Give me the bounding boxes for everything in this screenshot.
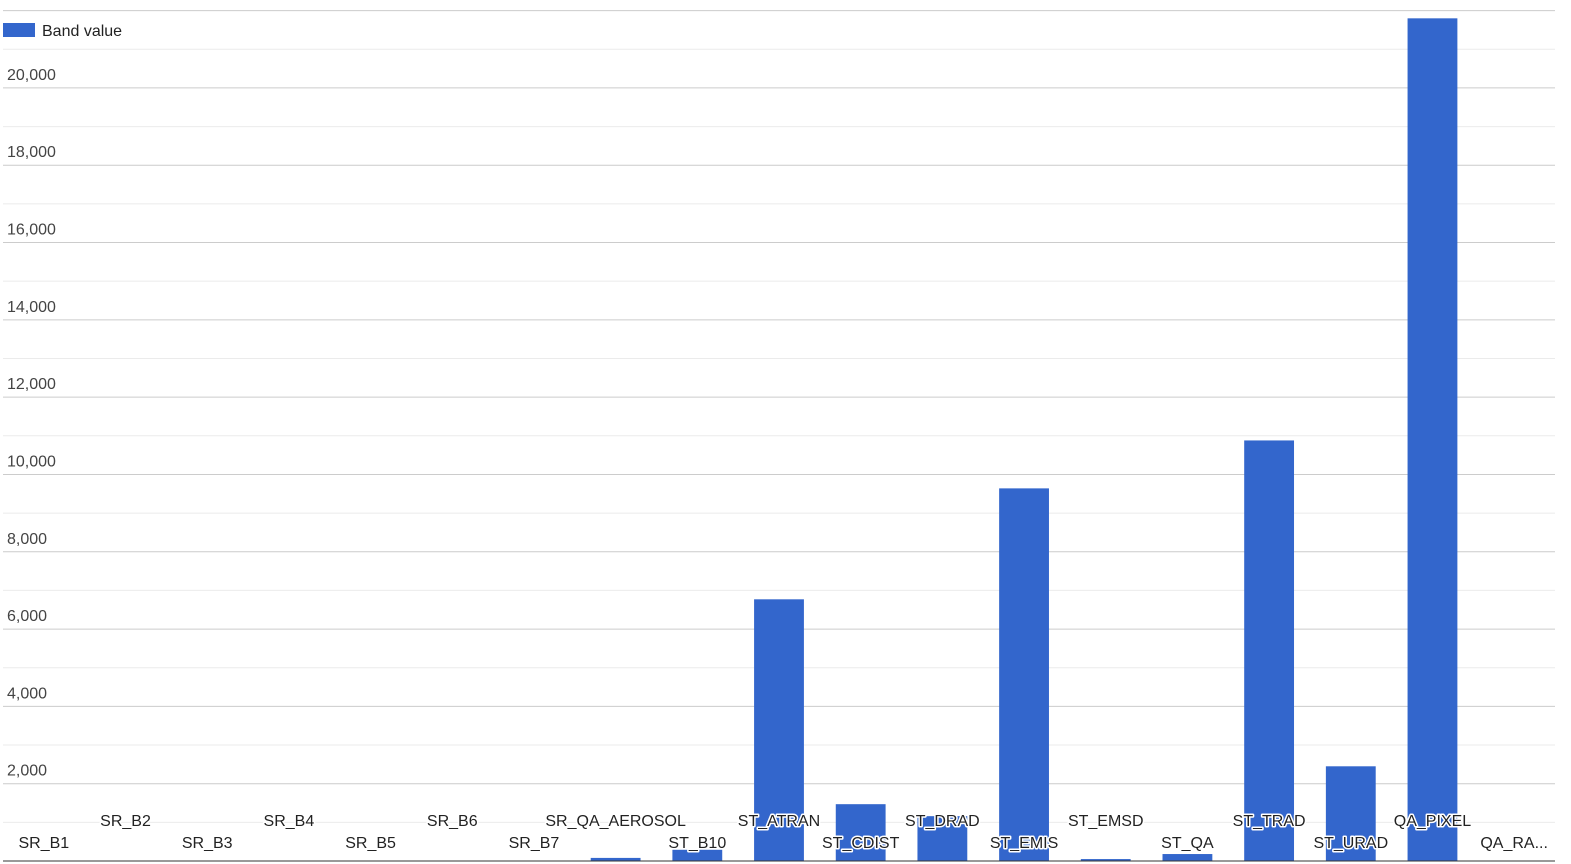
y-tick-label: 8,000 [7,531,47,548]
y-tick-label: 16,000 [7,222,56,239]
x-tick-label: ST_CDIST [822,835,900,852]
bar [917,816,968,861]
x-tick-label: SR_B1 [18,835,69,852]
y-tick-label: 14,000 [7,299,56,316]
x-tick-label: ST_URAD [1313,835,1388,852]
y-tick-label: 10,000 [7,453,56,470]
x-tick-label: QA_RA... [1480,835,1548,852]
x-tick-label: ST_TRAD [1233,813,1306,830]
legend-label: Band value [42,23,122,40]
y-tick-label: 6,000 [7,608,47,625]
x-tick-label: SR_QA_AEROSOL [545,813,686,830]
bar [1080,859,1131,861]
bar [754,599,804,861]
bar [1244,440,1295,861]
x-tick-label: ST_EMSD [1068,813,1144,830]
bar [999,488,1049,861]
x-tick-label: SR_B2 [100,813,151,830]
y-tick-label: 2,000 [7,763,47,780]
bar [672,849,723,861]
y-tick-label: 4,000 [7,685,47,702]
x-tick-label: ST_ATRAN [738,813,820,830]
bar [1162,854,1213,861]
x-tick-label: SR_B3 [182,835,233,852]
bar [590,857,641,861]
x-tick-label: SR_B4 [264,813,315,830]
y-tick-label: 12,000 [7,376,56,393]
y-tick-label: 18,000 [7,144,56,161]
x-tick-label: ST_EMIS [990,835,1058,852]
x-tick-label: QA_PIXEL [1394,813,1471,830]
x-tick-label: ST_DRAD [905,813,980,830]
x-tick-label: SR_B6 [427,813,478,830]
y-tick-label: 20,000 [7,67,56,84]
bar [835,804,886,861]
x-tick-label: ST_B10 [668,835,726,852]
x-tick-label: SR_B5 [345,835,396,852]
legend-swatch [3,23,35,37]
bar [1407,18,1458,861]
x-tick-label: SR_B7 [509,835,560,852]
bar [1325,766,1376,861]
x-tick-label: ST_QA [1161,835,1214,852]
